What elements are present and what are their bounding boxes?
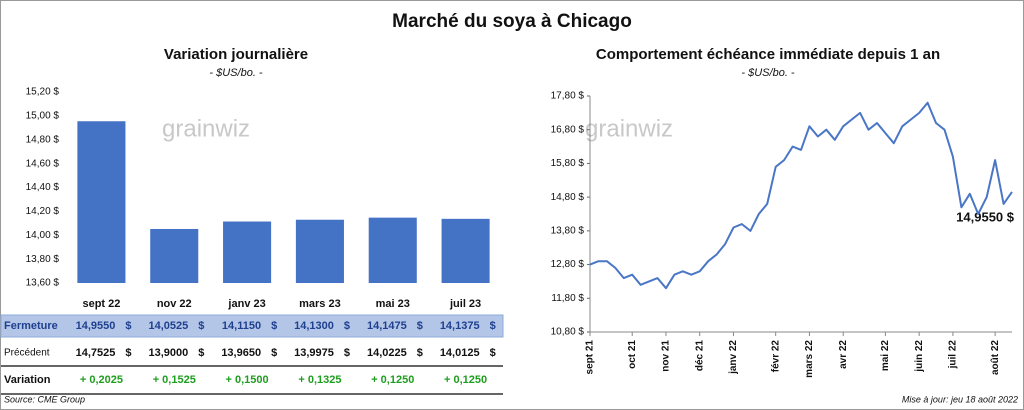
x-tick-label: sept 22: [82, 298, 120, 310]
bar: [441, 218, 490, 283]
currency: $: [417, 347, 423, 359]
currency: $: [344, 347, 350, 359]
table-cell: + 0,1250: [371, 374, 414, 386]
table-cell: 14,1300: [294, 320, 334, 332]
watermark: grainwiz: [585, 115, 673, 142]
x-tick-label: avr 22: [838, 340, 849, 369]
x-tick-label: juil 23: [449, 298, 481, 310]
table-cell: 13,9000: [148, 347, 188, 359]
y-tick-label: 13,80 $: [26, 254, 60, 265]
y-tick-label: 17,80 $: [551, 91, 585, 102]
y-tick-label: 14,20 $: [26, 206, 60, 217]
x-tick-label: mai 23: [376, 298, 410, 310]
source: Source: CME Group: [4, 394, 85, 404]
x-tick-label: févr 22: [770, 340, 781, 373]
table-cell: + 0,1325: [298, 374, 341, 386]
currency: $: [271, 347, 277, 359]
row-label: Précédent: [4, 348, 50, 359]
annotation: 14,9550 $: [956, 209, 1015, 224]
y-tick-label: 10,80 $: [551, 327, 585, 338]
y-tick-label: 14,80 $: [26, 134, 60, 145]
update-date: Mise à jour: jeu 18 août 2022: [902, 394, 1018, 404]
y-tick-label: 16,80 $: [551, 124, 585, 135]
x-tick-label: mars 23: [299, 298, 341, 310]
currency: $: [198, 320, 204, 332]
table-cell: 14,0125: [440, 347, 480, 359]
y-tick-label: 13,60 $: [26, 278, 60, 289]
bar: [77, 121, 126, 283]
x-tick-label: juin 22: [914, 340, 925, 373]
row-label: Variation: [4, 374, 51, 386]
currency: $: [490, 320, 496, 332]
bar: [295, 219, 344, 283]
watermark: grainwiz: [162, 115, 250, 142]
chart-subtitle: - $US/bo. -: [209, 67, 263, 79]
y-tick-label: 14,60 $: [26, 158, 60, 169]
x-tick-label: nov 22: [157, 298, 192, 310]
bar: [223, 221, 272, 283]
y-tick-label: 12,80 $: [551, 259, 585, 270]
chart-title: Comportement échéance immédiate depuis 1…: [596, 46, 940, 63]
table-cell: 13,9650: [221, 347, 261, 359]
y-tick-label: 11,80 $: [551, 293, 584, 304]
y-tick-label: 14,80 $: [551, 192, 585, 203]
table-cell: + 0,1250: [444, 374, 487, 386]
currency: $: [125, 347, 131, 359]
table-cell: 13,9975: [294, 347, 334, 359]
x-tick-label: août 22: [990, 340, 1001, 375]
x-tick-label: oct 21: [627, 340, 638, 369]
chart-title: Variation journalière: [164, 46, 308, 63]
currency: $: [344, 320, 350, 332]
bar: [150, 228, 199, 283]
table-cell: 14,0525: [148, 320, 188, 332]
x-tick-label: déc 21: [694, 340, 705, 372]
table-cell: 14,7525: [76, 347, 116, 359]
table-cell: 14,1375: [440, 320, 480, 332]
bar: [368, 217, 417, 283]
x-tick-label: mars 22: [804, 340, 815, 378]
table-cell: 14,0225: [367, 347, 407, 359]
y-tick-label: 13,80 $: [551, 225, 585, 236]
table-cell: + 0,2025: [80, 374, 123, 386]
currency: $: [417, 320, 423, 332]
table-cell: 14,9550: [76, 320, 116, 332]
currency: $: [271, 320, 277, 332]
table-cell: 14,1150: [222, 320, 261, 332]
row-label: Fermeture: [4, 320, 58, 332]
currency: $: [490, 347, 496, 359]
currency: $: [198, 347, 204, 359]
x-tick-label: nov 21: [661, 340, 672, 372]
table-cell: + 0,1525: [153, 374, 196, 386]
x-tick-label: juil 22: [948, 340, 959, 370]
x-tick-label: janv 22: [728, 340, 739, 375]
table-cell: + 0,1500: [226, 374, 269, 386]
y-tick-label: 15,20 $: [26, 87, 60, 98]
x-tick-label: mai 22: [880, 340, 891, 372]
y-tick-label: 14,00 $: [26, 230, 60, 241]
page-title: Marché du soya à Chicago: [392, 11, 632, 32]
x-tick-label: janv 23: [227, 298, 265, 310]
chart-subtitle: - $US/bo. -: [741, 67, 795, 79]
x-tick-label: sept 21: [585, 340, 596, 375]
y-tick-label: 15,80 $: [551, 158, 585, 169]
line-series: [589, 101, 1013, 290]
y-tick-label: 15,00 $: [26, 111, 60, 122]
currency: $: [125, 320, 131, 332]
y-tick-label: 14,40 $: [26, 182, 60, 193]
table-row-bg: [0, 314, 504, 338]
table-cell: 14,1475: [367, 320, 407, 332]
